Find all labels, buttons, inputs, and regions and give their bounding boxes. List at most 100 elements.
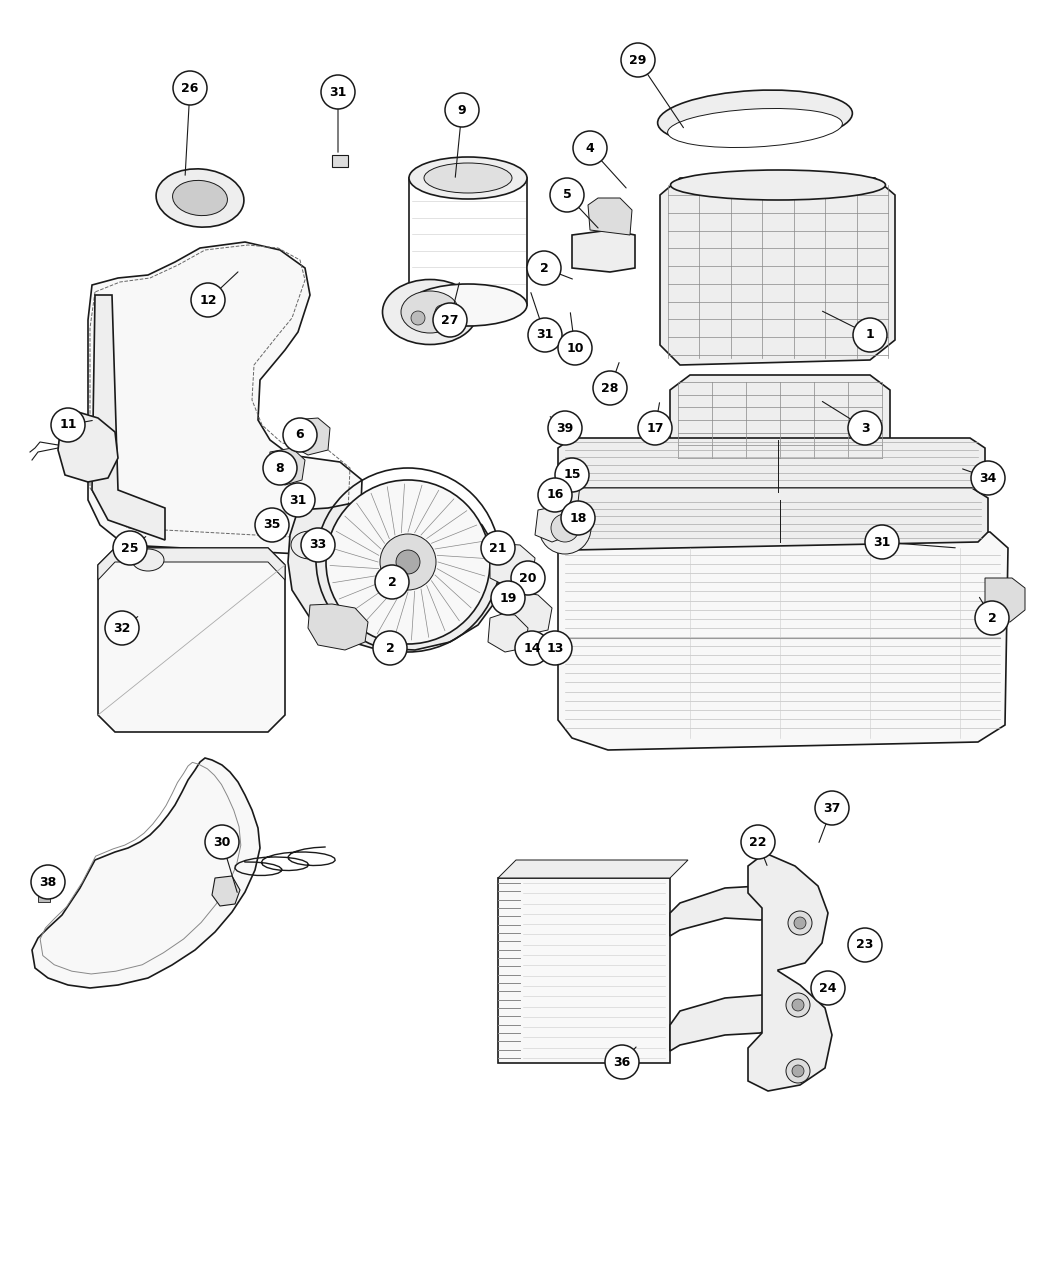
Circle shape bbox=[538, 478, 572, 513]
Circle shape bbox=[815, 790, 849, 825]
Polygon shape bbox=[268, 448, 304, 484]
Text: 18: 18 bbox=[569, 511, 587, 524]
Circle shape bbox=[555, 458, 589, 492]
Text: 32: 32 bbox=[113, 621, 130, 635]
Text: 11: 11 bbox=[59, 418, 77, 431]
Circle shape bbox=[621, 43, 655, 76]
Ellipse shape bbox=[156, 168, 244, 227]
Text: 34: 34 bbox=[980, 472, 996, 484]
Polygon shape bbox=[748, 853, 832, 1091]
Text: 28: 28 bbox=[602, 381, 618, 394]
Circle shape bbox=[281, 483, 315, 516]
Ellipse shape bbox=[172, 180, 228, 215]
Circle shape bbox=[538, 631, 572, 666]
Text: 9: 9 bbox=[458, 103, 466, 116]
Circle shape bbox=[539, 502, 591, 555]
Circle shape bbox=[433, 303, 467, 337]
Circle shape bbox=[593, 371, 627, 405]
Text: 21: 21 bbox=[489, 542, 507, 555]
Polygon shape bbox=[288, 500, 500, 650]
Ellipse shape bbox=[671, 170, 885, 200]
FancyBboxPatch shape bbox=[38, 876, 60, 890]
Circle shape bbox=[51, 408, 85, 442]
FancyBboxPatch shape bbox=[498, 878, 670, 1063]
Circle shape bbox=[741, 825, 775, 859]
Text: 3: 3 bbox=[861, 422, 869, 435]
Text: 4: 4 bbox=[586, 142, 594, 154]
Circle shape bbox=[301, 528, 335, 562]
Ellipse shape bbox=[668, 108, 842, 148]
Circle shape bbox=[527, 251, 561, 286]
Circle shape bbox=[975, 601, 1009, 635]
Ellipse shape bbox=[410, 157, 527, 199]
Circle shape bbox=[853, 317, 887, 352]
Polygon shape bbox=[290, 418, 330, 455]
Circle shape bbox=[573, 131, 607, 164]
Circle shape bbox=[435, 305, 449, 319]
Polygon shape bbox=[558, 532, 1008, 750]
Circle shape bbox=[528, 317, 562, 352]
Circle shape bbox=[373, 631, 407, 666]
Circle shape bbox=[105, 611, 139, 645]
Circle shape bbox=[605, 1046, 639, 1079]
Polygon shape bbox=[92, 295, 165, 541]
Circle shape bbox=[491, 581, 525, 615]
Polygon shape bbox=[572, 230, 635, 272]
Text: 25: 25 bbox=[121, 542, 139, 555]
Circle shape bbox=[794, 917, 806, 929]
Polygon shape bbox=[670, 375, 890, 470]
Text: 20: 20 bbox=[520, 571, 537, 584]
Ellipse shape bbox=[424, 163, 512, 193]
Text: 31: 31 bbox=[537, 329, 553, 342]
Polygon shape bbox=[32, 759, 260, 988]
Text: 24: 24 bbox=[819, 982, 837, 994]
Text: 17: 17 bbox=[646, 422, 664, 435]
Text: 16: 16 bbox=[546, 488, 564, 501]
Text: 33: 33 bbox=[310, 538, 327, 552]
Circle shape bbox=[284, 418, 317, 453]
Circle shape bbox=[191, 283, 225, 317]
Polygon shape bbox=[558, 439, 985, 500]
Circle shape bbox=[32, 864, 65, 899]
Text: 30: 30 bbox=[213, 835, 231, 848]
Circle shape bbox=[551, 514, 579, 542]
Circle shape bbox=[848, 411, 882, 445]
FancyBboxPatch shape bbox=[38, 892, 50, 901]
Ellipse shape bbox=[401, 291, 459, 333]
Text: 31: 31 bbox=[874, 536, 890, 548]
Circle shape bbox=[548, 411, 582, 445]
Text: 2: 2 bbox=[387, 575, 397, 589]
FancyBboxPatch shape bbox=[332, 156, 348, 167]
Ellipse shape bbox=[132, 550, 164, 571]
Circle shape bbox=[445, 93, 479, 128]
Polygon shape bbox=[98, 548, 285, 580]
Polygon shape bbox=[308, 604, 368, 650]
Circle shape bbox=[262, 451, 297, 484]
Circle shape bbox=[380, 534, 436, 590]
Polygon shape bbox=[536, 506, 570, 542]
Text: 15: 15 bbox=[563, 468, 581, 482]
Text: 31: 31 bbox=[290, 493, 307, 506]
Circle shape bbox=[848, 928, 882, 963]
Circle shape bbox=[811, 972, 845, 1005]
Circle shape bbox=[792, 1000, 804, 1011]
Ellipse shape bbox=[657, 91, 853, 145]
Ellipse shape bbox=[382, 279, 478, 344]
Circle shape bbox=[255, 507, 289, 542]
Circle shape bbox=[971, 462, 1005, 495]
Polygon shape bbox=[508, 592, 552, 635]
Circle shape bbox=[865, 525, 899, 558]
Circle shape bbox=[786, 1060, 810, 1082]
Circle shape bbox=[550, 179, 584, 212]
Circle shape bbox=[375, 565, 410, 599]
Text: 23: 23 bbox=[857, 938, 874, 951]
Text: 2: 2 bbox=[988, 612, 996, 625]
Text: 38: 38 bbox=[40, 876, 57, 889]
Text: 10: 10 bbox=[566, 342, 584, 354]
Ellipse shape bbox=[410, 284, 527, 326]
Circle shape bbox=[792, 1065, 804, 1077]
Circle shape bbox=[326, 479, 490, 644]
Circle shape bbox=[511, 561, 545, 595]
Text: 39: 39 bbox=[556, 422, 573, 435]
Polygon shape bbox=[660, 179, 895, 365]
